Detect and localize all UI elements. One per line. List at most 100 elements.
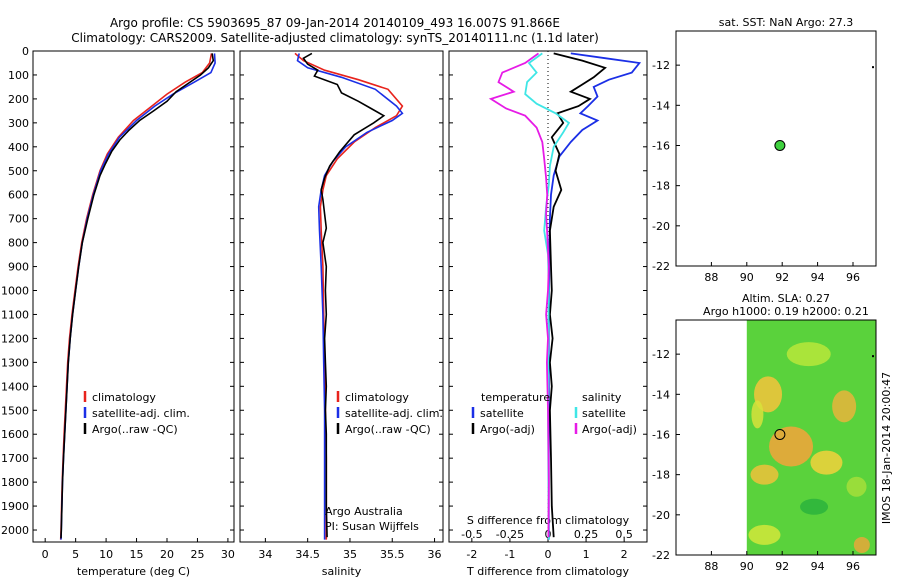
salinity-difference-tick-label: -0.25 (496, 528, 524, 541)
sla-map-lat-tick-label: -14 (652, 388, 670, 401)
temperature-axis-label: temperature (deg C) (77, 565, 190, 578)
difference-legend-entry: satellite (480, 407, 524, 420)
salinity-axis-label: salinity (322, 565, 362, 578)
plot-title-line1: Argo profile: CS 5903695_87 09-Jan-2014 … (109, 16, 561, 30)
sla-map-frame (675, 319, 877, 556)
depth-tick-label: 400 (8, 141, 29, 154)
temperature-series-2 (60, 53, 215, 539)
depth-tick-label: 1500 (1, 404, 29, 417)
salinity-tick-label: 36 (428, 548, 442, 561)
salinity-tick-label: 34 (258, 548, 272, 561)
sst-map-lon-tick-label: 94 (811, 271, 825, 284)
temperature-tick-label: 0 (42, 548, 49, 561)
salinity-difference-tick-label: 0.5 (615, 528, 633, 541)
depth-tick-label: 1300 (1, 356, 29, 369)
difference-legend-entry: Argo(-adj) (480, 423, 535, 436)
sla-map-sla-blob (800, 498, 829, 515)
salinity-series-1 (296, 53, 404, 540)
difference-legend-entry: Argo(-adj) (582, 423, 637, 436)
imos-timestamp: IMOS 18-Jan-2014 20:00:47 (880, 372, 893, 524)
difference-series-1 (548, 52, 607, 538)
difference-legend-title: salinity (582, 391, 622, 404)
sla-map-lat-tick-label: -22 (652, 549, 670, 562)
temperature-tick-label: 20 (160, 548, 174, 561)
salinity-tick-label: 35 (343, 548, 357, 561)
sst-map-lat-tick-label: -12 (652, 59, 670, 72)
difference-tick-label: -1 (504, 548, 515, 561)
sla-map-sla-blob (748, 524, 781, 545)
sla-map-sla-blob (810, 450, 843, 475)
sla-map-sla-blob (751, 400, 764, 429)
sst-map-lat-tick-label: -16 (652, 139, 670, 152)
salinity-legend-entry: Argo(..raw -QC) (345, 423, 431, 436)
sla-map-lat-tick-label: -18 (652, 469, 670, 482)
sst-map-lon-tick-label: 88 (704, 271, 718, 284)
sla-map-title-line2: Argo h1000: 0.19 h2000: 0.21 (703, 305, 869, 318)
sla-map-sla-blob (832, 390, 857, 423)
sla-map-title-line1: Altim. SLA: 0.27 (741, 292, 831, 305)
sst-map-lat-tick-label: -18 (652, 180, 670, 193)
depth-tick-label: 1100 (1, 308, 29, 321)
temperature-series-0 (59, 53, 213, 540)
salinity-tick-label: 35.5 (380, 548, 405, 561)
float-annotation: PI: Susan Wijffels (325, 520, 419, 533)
temperature-legend-entry: climatology (92, 391, 156, 404)
sst-map-island-mark (872, 66, 874, 69)
sla-map-lat-tick-label: -16 (652, 428, 670, 441)
salinity-legend-entry: climatology (345, 391, 409, 404)
sla-map-lon-tick-label: 90 (740, 560, 754, 573)
depth-tick-label: 500 (8, 165, 29, 178)
depth-tick-label: 1200 (1, 332, 29, 345)
depth-tick-label: 200 (8, 93, 29, 106)
depth-tick-label: 1000 (1, 285, 29, 298)
salinity-series-0 (294, 52, 404, 540)
sla-map-island-mark (872, 355, 874, 358)
sst-map-lon-tick-label: 90 (740, 271, 754, 284)
sla-map-lon-tick-label: 92 (775, 560, 789, 573)
sla-map-lon-tick-label: 88 (704, 560, 718, 573)
depth-tick-label: 1800 (1, 476, 29, 489)
depth-tick-label: 100 (8, 69, 29, 82)
difference-legend-title: temperature (481, 391, 550, 404)
sst-map-lat-tick-label: -20 (652, 220, 670, 233)
sst-map-title: sat. SST: NaN Argo: 27.3 (718, 16, 854, 29)
sla-map-lat-tick-label: -12 (652, 348, 670, 361)
depth-tick-label: 1900 (1, 500, 29, 513)
sla-map-sla-blob (853, 536, 870, 553)
depth-tick-label: 800 (8, 237, 29, 250)
temperature-panel-frame (32, 50, 235, 543)
salinity-series-2 (302, 52, 386, 538)
difference-tick-label: 0 (545, 548, 552, 561)
sla-map-sla-blob (786, 342, 831, 367)
temperature-tick-label: 30 (221, 548, 235, 561)
temperature-legend-entry: Argo(..raw -QC) (92, 423, 178, 436)
sst-map-argo-marker (774, 139, 786, 151)
sla-map-lon-tick-label: 94 (811, 560, 825, 573)
salinity-difference-tick-label: -0.5 (461, 528, 482, 541)
sst-map-lon-tick-label: 96 (846, 271, 860, 284)
depth-tick-label: 600 (8, 189, 29, 202)
depth-tick-label: 2000 (1, 524, 29, 537)
temperature-tick-label: 25 (190, 548, 204, 561)
sst-map-lat-tick-label: -14 (652, 99, 670, 112)
difference-series-0 (547, 52, 642, 540)
difference-series-3 (488, 52, 550, 538)
temperature-tick-label: 5 (72, 548, 79, 561)
sla-map-lon-tick-label: 96 (846, 560, 860, 573)
sst-map-frame (675, 30, 877, 267)
depth-tick-label: 1400 (1, 380, 29, 393)
sla-map-sla-blob (846, 476, 867, 497)
difference-tick-label: -2 (466, 548, 477, 561)
float-annotation: Argo Australia (325, 505, 403, 518)
difference-tick-label: 1 (583, 548, 590, 561)
sla-map-lat-tick-label: -20 (652, 509, 670, 522)
temperature-legend-entry: satellite-adj. clim. (92, 407, 190, 420)
sla-map-argo-marker (774, 428, 786, 440)
depth-tick-label: 900 (8, 261, 29, 274)
difference-series-2 (524, 52, 571, 540)
temperature-tick-label: 10 (99, 548, 113, 561)
salinity-difference-tick-label: 0.25 (574, 528, 599, 541)
salinity-tick-label: 34.5 (295, 548, 320, 561)
temperature-difference-axis-label: T difference from climatology (466, 565, 629, 578)
